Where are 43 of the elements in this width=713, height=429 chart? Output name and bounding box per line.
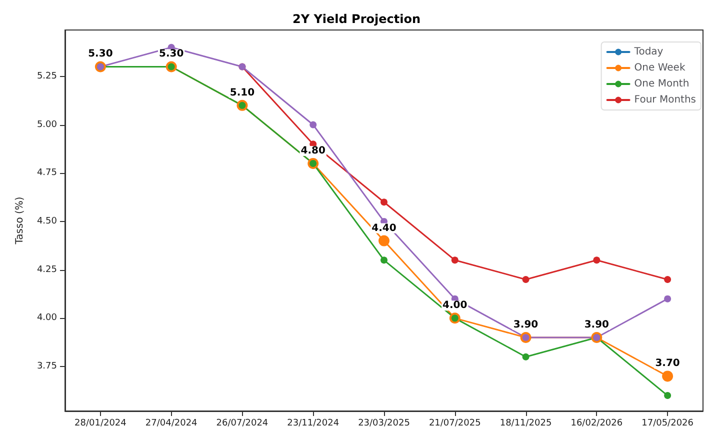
y-tick-label: 4.00 [36,313,58,324]
point [378,235,390,246]
data-label: 4.40 [372,222,396,234]
data-label: 3.70 [655,358,680,370]
x-tick-label: 27/04/2024 [145,418,198,428]
point [522,353,530,360]
data-label: 5.30 [158,48,184,60]
legend-label: Today [633,46,664,58]
x-tick-label: 18/11/2025 [500,418,552,428]
point [522,276,530,283]
point [664,392,672,400]
point [664,276,672,283]
y-axis-title: Tasso (%) [14,196,26,246]
data-label: 5.10 [230,87,255,98]
y-tick-label: 4.75 [36,168,57,178]
legend-label: One Week [634,62,686,74]
y-tick-label: 5.25 [36,71,57,82]
data-label: 3.90 [584,320,610,331]
y-tick-label: 3.75 [36,362,57,372]
point [451,256,458,264]
point [380,198,388,206]
y-tick-label: 4.25 [36,264,57,275]
point [380,256,388,264]
x-tick-label: 16/02/2026 [570,418,623,428]
legend-label: Four Months [634,94,696,106]
data-label: 4.00 [442,300,468,312]
point [310,121,317,128]
chart-title: 2Y Yield Projection [292,12,420,26]
legend-label: One Month [634,78,690,90]
x-tick-label: 23/03/2025 [358,418,410,428]
y-tick-label: 4.50 [36,216,58,226]
data-label: 5.30 [88,48,113,60]
point [593,256,600,264]
point [664,295,672,302]
x-tick-label: 17/05/2026 [642,418,694,428]
data-label: 3.90 [513,320,538,331]
x-tick-label: 28/01/2024 [74,418,127,428]
data-label: 4.80 [300,145,326,156]
y-tick-label: 5.00 [36,120,58,130]
x-tick-label: 21/07/2025 [428,418,481,428]
x-tick-label: 26/07/2024 [216,418,268,428]
point [662,370,674,382]
x-tick-label: 23/11/2024 [287,418,340,428]
